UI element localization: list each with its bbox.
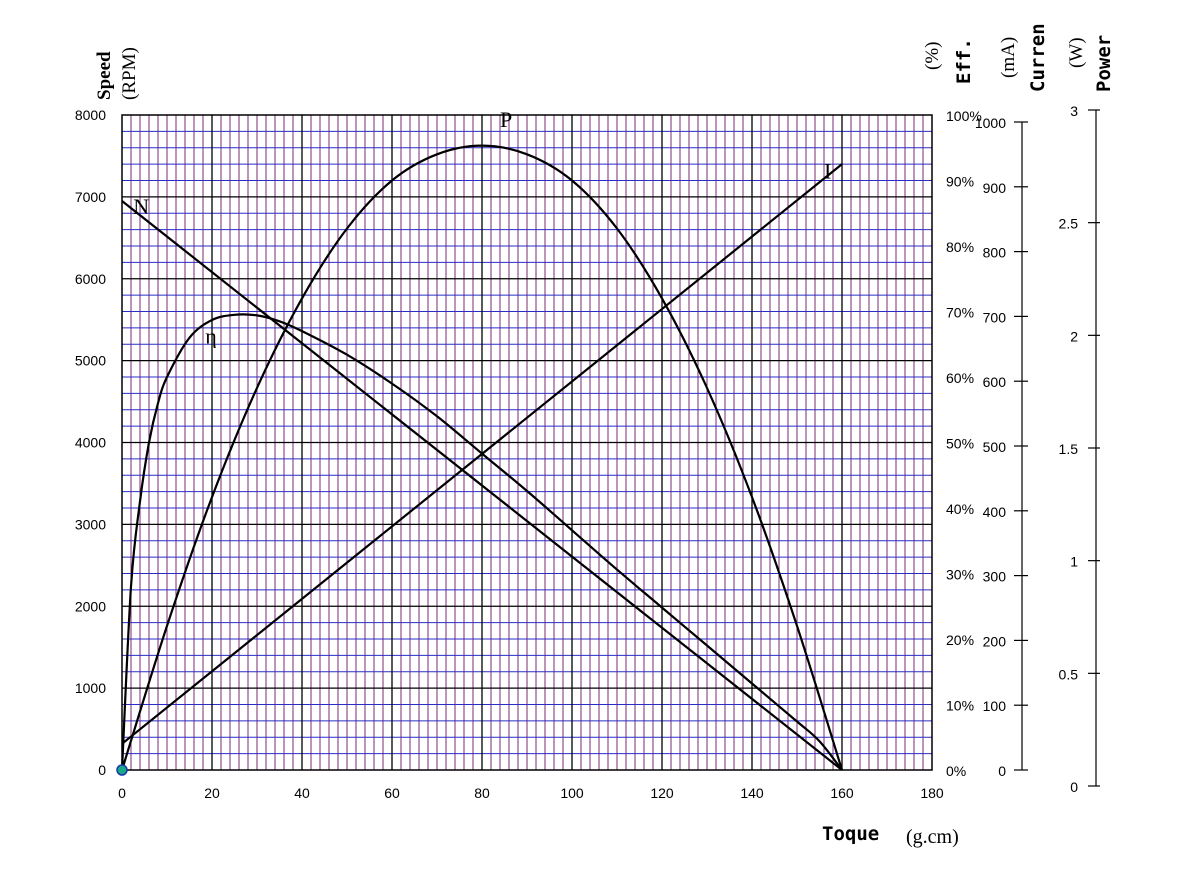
efficiency-tick-label: 60% — [946, 370, 974, 386]
current-tick-label: 200 — [983, 633, 1007, 649]
power-tick-label: 2 — [1070, 328, 1078, 344]
power-axis-label: Power — [1093, 35, 1115, 92]
current-axis-unit: (mA) — [998, 37, 1019, 78]
power-tick-label: 3 — [1070, 103, 1078, 119]
curve-speed — [121, 200, 843, 771]
speed-tick-label: 8000 — [75, 107, 106, 123]
current-tick-label: 0 — [998, 763, 1006, 779]
power-axis-unit: (W) — [1066, 37, 1087, 68]
x-tick-label: 160 — [830, 785, 854, 801]
x-tick-label: 180 — [920, 785, 944, 801]
efficiency-tick-label: 80% — [946, 239, 974, 255]
current-tick-label: 100 — [983, 698, 1007, 714]
x-tick-label: 20 — [204, 785, 220, 801]
speed-tick-label: 3000 — [75, 516, 106, 532]
current-tick-label: 1000 — [975, 115, 1006, 131]
speed-axis-label: Speed — [94, 51, 115, 100]
speed-axis-unit: (RPM) — [119, 47, 140, 100]
curve-label-speed: N — [133, 194, 149, 219]
efficiency-axis-label: Eff. — [953, 38, 975, 84]
speed-tick-label: 7000 — [75, 189, 106, 205]
curve-label-efficiency: η — [205, 323, 217, 348]
curve-efficiency — [120, 313, 843, 771]
x-axis-unit: (g.cm) — [906, 826, 959, 848]
current-tick-label: 700 — [983, 309, 1007, 325]
x-axis-ticks: 0 20 40 60 80 100 120 140 160 180 — [118, 785, 944, 801]
efficiency-tick-label: 100% — [946, 108, 982, 124]
curve-label-current: I — [824, 159, 831, 184]
current-tick-label: 300 — [983, 569, 1007, 585]
x-tick-label: 0 — [118, 785, 126, 801]
efficiency-tick-label: 0% — [946, 763, 966, 779]
efficiency-tick-label: 50% — [946, 436, 974, 452]
power-tick-label: 2.5 — [1059, 216, 1079, 232]
power-axis: 0 0.5 1 1.5 2 2.5 3 — [1059, 103, 1100, 795]
x-tick-label: 40 — [294, 785, 310, 801]
performance-curves — [120, 144, 844, 771]
x-tick-label: 120 — [650, 785, 674, 801]
efficiency-axis-unit: (%) — [922, 42, 943, 70]
efficiency-tick-label: 40% — [946, 501, 974, 517]
major-grid — [122, 115, 932, 770]
power-tick-label: 0 — [1070, 779, 1078, 795]
efficiency-tick-label: 10% — [946, 698, 974, 714]
x-tick-label: 100 — [560, 785, 584, 801]
efficiency-tick-label: 30% — [946, 567, 974, 583]
efficiency-tick-label: 20% — [946, 632, 974, 648]
plot-frame — [121, 114, 933, 771]
curve-power — [120, 144, 844, 771]
x-tick-label: 140 — [740, 785, 764, 801]
power-tick-label: 0.5 — [1059, 666, 1079, 682]
x-tick-label: 80 — [474, 785, 490, 801]
speed-tick-label: 2000 — [75, 598, 106, 614]
x-tick-label: 60 — [384, 785, 400, 801]
power-tick-label: 1.5 — [1059, 441, 1079, 457]
x-axis-label: Toque — [822, 823, 879, 845]
speed-tick-label: 5000 — [75, 353, 106, 369]
speed-tick-label: 0 — [98, 762, 106, 778]
speed-tick-label: 4000 — [75, 435, 106, 451]
speed-tick-label: 6000 — [75, 271, 106, 287]
current-tick-label: 400 — [983, 504, 1007, 520]
power-tick-label: 1 — [1070, 554, 1078, 570]
current-axis: 0 100 200 300 400 500 600 700 800 900 1000 — [975, 115, 1028, 779]
efficiency-tick-label: 90% — [946, 174, 974, 190]
curve-label-power: P — [500, 107, 512, 132]
origin-point-marker — [116, 764, 128, 776]
current-tick-label: 600 — [983, 374, 1007, 390]
minor-grid-horizontal — [122, 130, 932, 755]
current-tick-label: 900 — [983, 180, 1007, 196]
current-axis-label: Curren — [1027, 23, 1049, 92]
efficiency-axis-ticks: 0% 10% 20% 30% 40% 50% 60% 70% 80% 90% 100% — [946, 108, 982, 779]
current-tick-label: 500 — [983, 439, 1007, 455]
speed-tick-label: 1000 — [75, 680, 106, 696]
curve-labels: N I Pη — [133, 107, 831, 348]
efficiency-tick-label: 70% — [946, 305, 974, 321]
speed-axis-ticks: 0 1000 2000 3000 4000 5000 6000 7000 8000 — [75, 107, 106, 778]
current-tick-label: 800 — [983, 245, 1007, 261]
